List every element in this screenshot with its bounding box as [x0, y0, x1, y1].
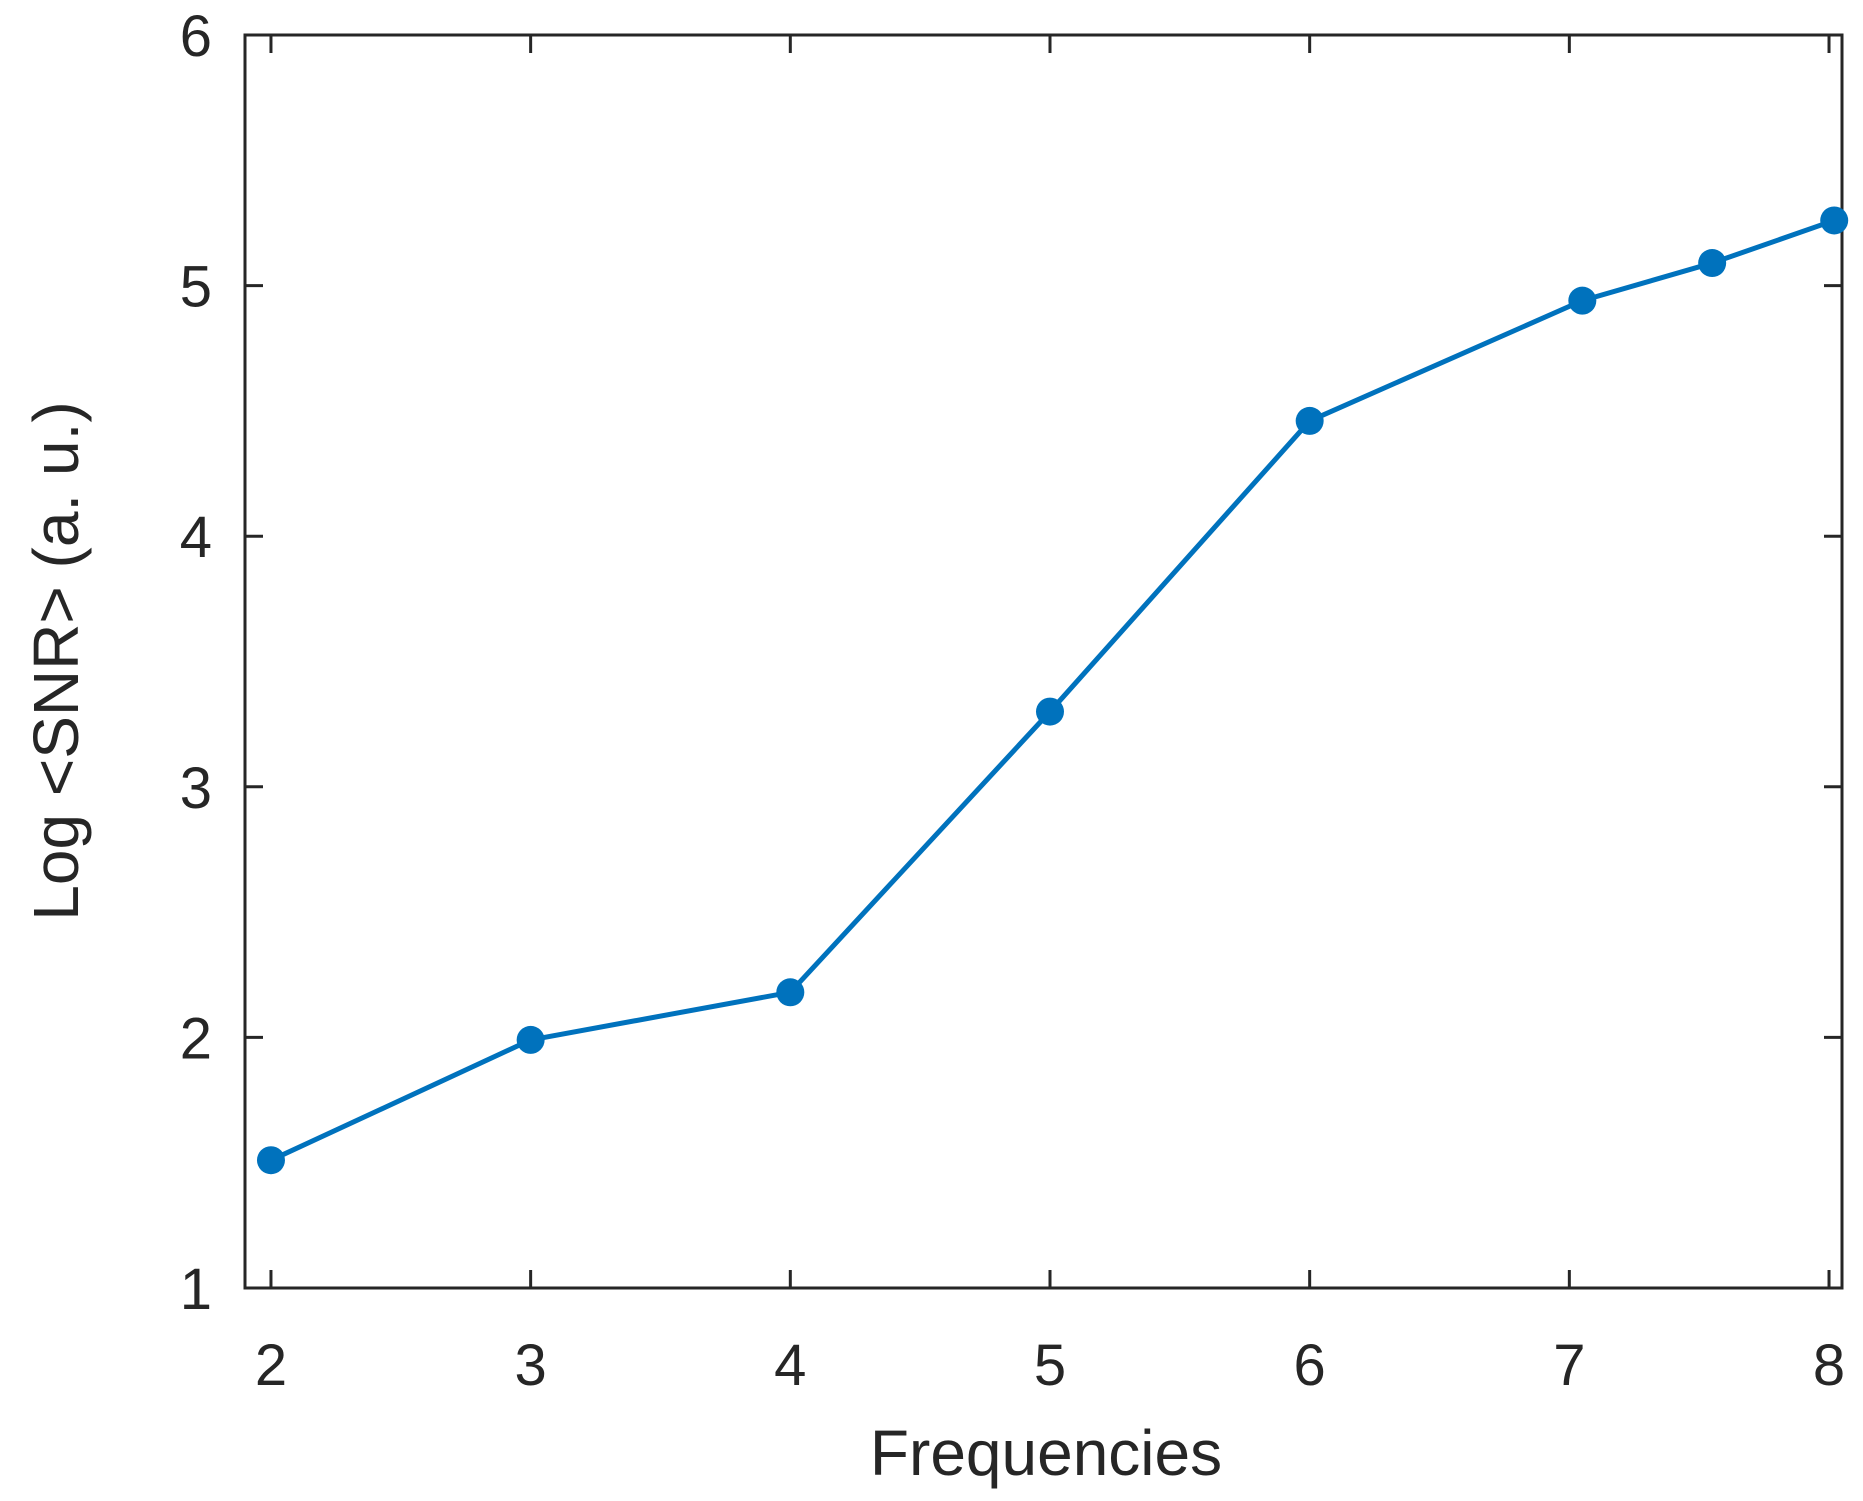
- x-tick-label: 7: [1553, 1333, 1585, 1398]
- series-layer: [256, 206, 1849, 1175]
- y-tick-label: 4: [180, 505, 212, 570]
- y-tick-labels: 1 2 3 4 5 6: [180, 4, 212, 1322]
- x-tick-label: 2: [255, 1333, 287, 1398]
- y-tick-label: 2: [180, 1006, 212, 1071]
- data-point: [1295, 406, 1324, 435]
- data-point: [1568, 286, 1597, 315]
- y-axis-label: Log <SNR> (a. u.): [20, 401, 92, 920]
- data-point: [516, 1025, 545, 1054]
- y-tick-label: 1: [180, 1257, 212, 1322]
- x-tick-label: 3: [515, 1333, 547, 1398]
- y-tick-label: 3: [180, 756, 212, 821]
- y-tick-label: 6: [180, 4, 212, 69]
- data-point: [776, 978, 805, 1007]
- axis-ticks: [245, 33, 1842, 1290]
- data-point: [1035, 697, 1064, 726]
- series-line: [269, 218, 1836, 1163]
- x-axis-label: Frequencies: [870, 1417, 1222, 1489]
- y-tick-label: 5: [180, 255, 212, 320]
- x-tick-label: 4: [774, 1333, 806, 1398]
- x-tick-label: 8: [1813, 1333, 1845, 1398]
- data-point: [1698, 249, 1727, 278]
- plot-area: [243, 33, 1844, 1290]
- data-point: [256, 1146, 285, 1175]
- x-tick-label: 5: [1034, 1333, 1066, 1398]
- x-tick-label: 6: [1294, 1333, 1326, 1398]
- x-tick-labels: 2 3 4 5 6 7 8: [255, 1333, 1845, 1398]
- data-point: [1820, 206, 1849, 235]
